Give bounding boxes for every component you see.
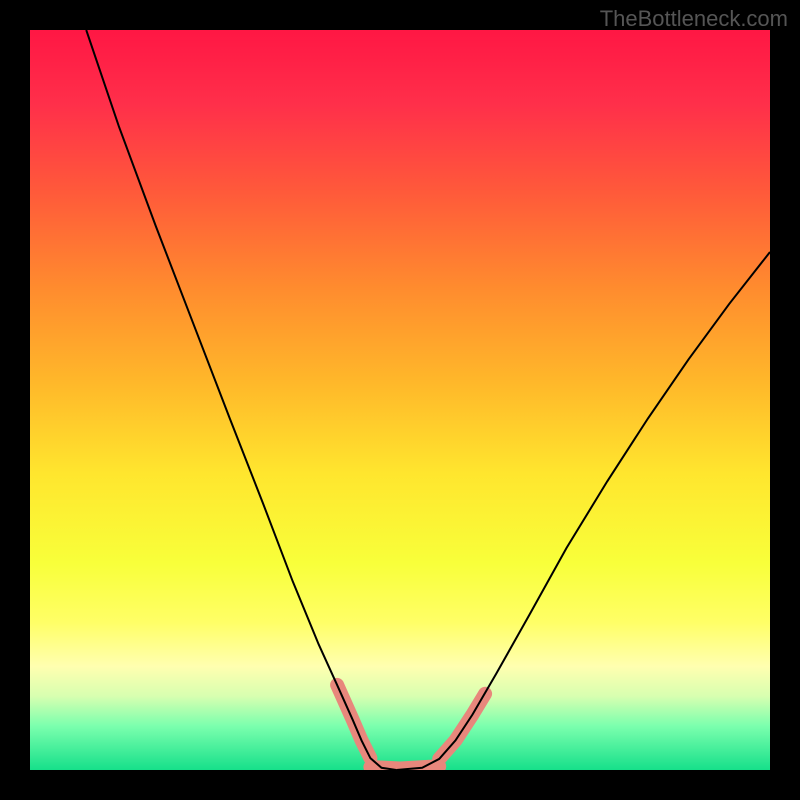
curve-left-branch [86,30,396,770]
watermark-text: TheBottleneck.com [600,6,788,32]
highlight-segments [337,685,485,769]
curve-layer [30,30,770,770]
chart-container: TheBottleneck.com [0,0,800,800]
plot-area [30,30,770,770]
curve-right-branch [396,252,770,770]
